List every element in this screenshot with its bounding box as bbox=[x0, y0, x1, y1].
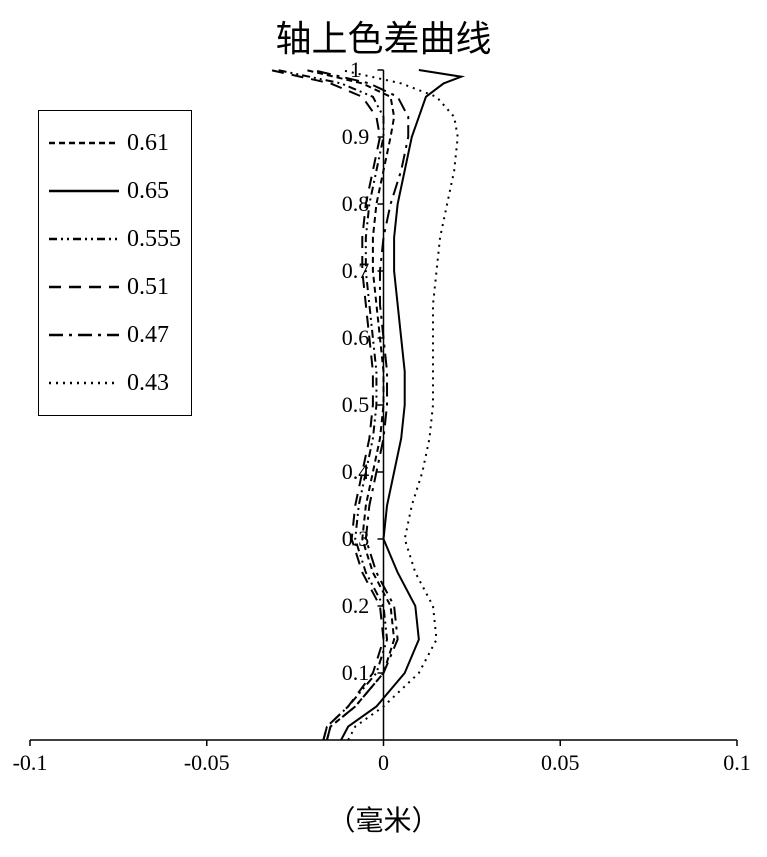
legend-swatch bbox=[49, 179, 119, 203]
y-tick-label: 0.4 bbox=[342, 459, 370, 485]
legend-label: 0.61 bbox=[127, 130, 169, 157]
x-axis-label: （毫米） bbox=[0, 799, 767, 839]
legend-item: 0.555 bbox=[49, 215, 181, 263]
legend-item: 0.65 bbox=[49, 167, 181, 215]
x-tick-label: 0.1 bbox=[723, 750, 751, 776]
legend-swatch bbox=[49, 323, 119, 347]
legend-swatch bbox=[49, 227, 119, 251]
x-tick-label: 0 bbox=[378, 750, 389, 776]
legend-label: 0.65 bbox=[127, 178, 169, 205]
legend-swatch bbox=[49, 371, 119, 395]
legend-item: 0.61 bbox=[49, 119, 181, 167]
legend-label: 0.47 bbox=[127, 322, 169, 349]
y-tick-label: 0.3 bbox=[342, 526, 370, 552]
y-tick-label: 0.8 bbox=[342, 191, 370, 217]
legend-swatch bbox=[49, 131, 119, 155]
x-tick-label: -0.1 bbox=[13, 750, 48, 776]
y-tick-label: 0.2 bbox=[342, 593, 370, 619]
legend-label: 0.43 bbox=[127, 370, 169, 397]
legend-label: 0.555 bbox=[127, 226, 181, 253]
series-0.555 bbox=[277, 70, 387, 740]
legend-item: 0.43 bbox=[49, 359, 181, 407]
chart-title: 轴上色差曲线 bbox=[0, 10, 767, 62]
chart-container: 轴上色差曲线 0.1 0.2 0.3 0.4 0.5 0.6 0.7 0.8 0.9 1 -0.1… bbox=[0, 0, 767, 857]
legend-item: 0.51 bbox=[49, 263, 181, 311]
x-tick-label: 0.05 bbox=[541, 750, 580, 776]
y-tick-label: 0.1 bbox=[342, 660, 370, 686]
legend: 0.61 0.65 0.555 0.51 0.47 0.43 bbox=[38, 110, 192, 416]
x-tick-label: -0.05 bbox=[184, 750, 230, 776]
y-tick-label: 0.6 bbox=[342, 325, 370, 351]
y-tick-label: 0.7 bbox=[342, 258, 370, 284]
y-tick-label: 0.9 bbox=[342, 124, 370, 150]
y-tick-label: 0.5 bbox=[342, 392, 370, 418]
legend-item: 0.47 bbox=[49, 311, 181, 359]
legend-swatch bbox=[49, 275, 119, 299]
legend-label: 0.51 bbox=[127, 274, 169, 301]
y-tick-label: 1 bbox=[350, 57, 361, 83]
